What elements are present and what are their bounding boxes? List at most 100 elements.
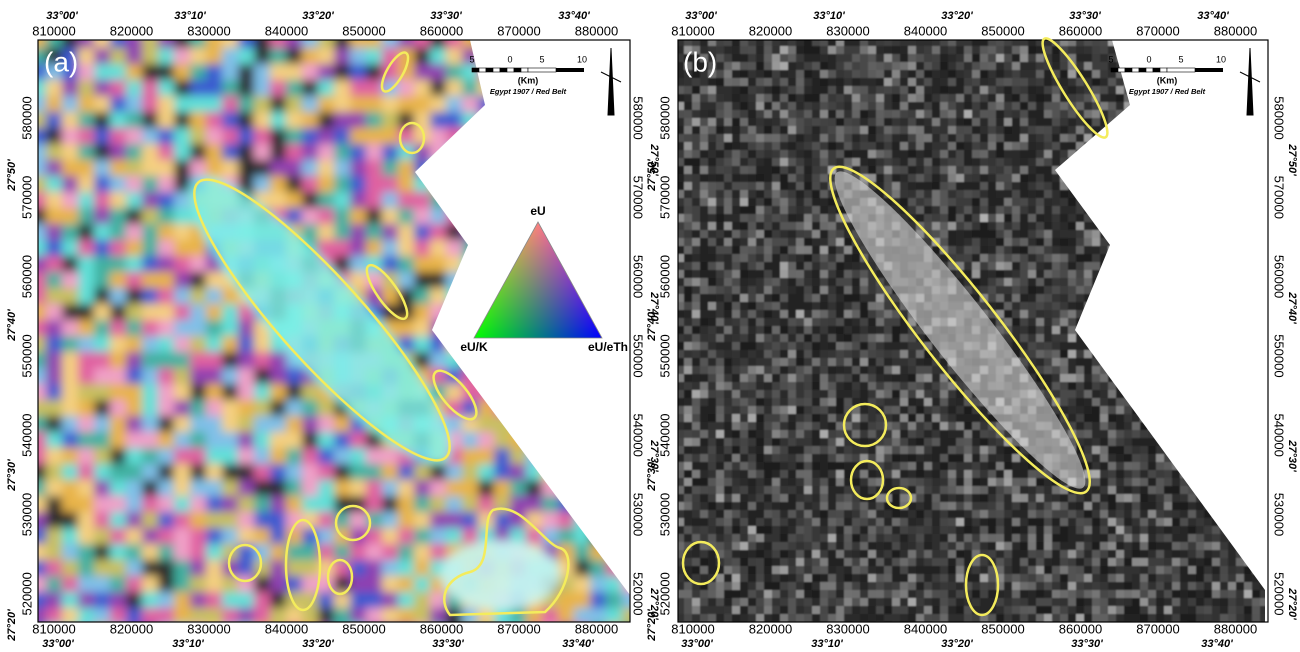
pixel bbox=[692, 262, 700, 270]
pixel bbox=[270, 112, 286, 128]
pixel bbox=[558, 112, 574, 128]
pixel bbox=[238, 480, 254, 496]
pixel bbox=[884, 366, 892, 374]
pixel bbox=[756, 478, 764, 486]
pixel bbox=[542, 416, 558, 432]
pixel bbox=[708, 198, 716, 206]
pixel bbox=[158, 208, 174, 224]
pixel bbox=[206, 384, 222, 400]
pixel bbox=[126, 288, 142, 304]
pixel bbox=[748, 574, 756, 582]
pixel bbox=[676, 238, 684, 246]
pixel bbox=[446, 64, 462, 80]
pixel bbox=[1044, 342, 1052, 350]
pixel bbox=[174, 224, 190, 240]
pixel bbox=[174, 256, 190, 272]
pixel bbox=[494, 432, 510, 448]
pixel bbox=[1036, 534, 1044, 542]
pixel bbox=[1044, 374, 1052, 382]
pixel bbox=[924, 486, 932, 494]
pixel bbox=[932, 502, 940, 510]
pixel bbox=[900, 438, 908, 446]
pixel bbox=[844, 382, 852, 390]
pixel bbox=[1052, 198, 1060, 206]
pixel bbox=[174, 336, 190, 352]
pixel bbox=[924, 478, 932, 486]
pixel bbox=[860, 54, 868, 62]
pixel bbox=[748, 230, 756, 238]
pixel bbox=[174, 64, 190, 80]
pixel bbox=[676, 510, 684, 518]
pixel bbox=[756, 342, 764, 350]
pixel bbox=[908, 62, 916, 70]
pixel bbox=[716, 230, 724, 238]
pixel bbox=[190, 336, 206, 352]
pixel bbox=[158, 528, 174, 544]
pixel bbox=[708, 214, 716, 222]
pixel bbox=[414, 496, 430, 512]
pixel bbox=[868, 102, 876, 110]
pixel bbox=[590, 512, 606, 528]
pixel bbox=[574, 192, 590, 208]
pixel bbox=[940, 470, 948, 478]
pixel bbox=[398, 192, 414, 208]
pixel bbox=[158, 464, 174, 480]
pixel bbox=[700, 78, 708, 86]
pixel bbox=[1004, 54, 1012, 62]
pixel bbox=[676, 326, 684, 334]
pixel bbox=[318, 96, 334, 112]
pixel bbox=[302, 544, 318, 560]
pixel bbox=[318, 160, 334, 176]
pixel bbox=[732, 470, 740, 478]
pixel bbox=[684, 598, 692, 606]
pixel bbox=[708, 254, 716, 262]
pixel bbox=[764, 550, 772, 558]
pixel bbox=[382, 592, 398, 608]
pixel bbox=[334, 80, 350, 96]
pixel bbox=[916, 422, 924, 430]
pixel bbox=[510, 448, 526, 464]
pixel bbox=[1036, 606, 1044, 614]
pixel bbox=[366, 592, 382, 608]
pixel bbox=[996, 294, 1004, 302]
pixel bbox=[876, 598, 884, 606]
pixel bbox=[1020, 302, 1028, 310]
pixel bbox=[756, 198, 764, 206]
satellite-map bbox=[676, 38, 1276, 630]
pixel bbox=[1036, 358, 1044, 366]
pixel bbox=[1052, 278, 1060, 286]
pixel bbox=[812, 102, 820, 110]
pixel bbox=[700, 230, 708, 238]
pixel bbox=[796, 190, 804, 198]
pixel bbox=[558, 480, 574, 496]
pixel bbox=[756, 174, 764, 182]
pixel bbox=[828, 70, 836, 78]
pixel bbox=[700, 518, 708, 526]
pixel bbox=[940, 478, 948, 486]
pixel bbox=[318, 528, 334, 544]
pixel bbox=[254, 144, 270, 160]
pixel bbox=[948, 446, 956, 454]
pixel bbox=[270, 128, 286, 144]
pixel bbox=[884, 510, 892, 518]
pixel bbox=[972, 526, 980, 534]
pixel bbox=[964, 222, 972, 230]
pixel bbox=[574, 512, 590, 528]
pixel bbox=[964, 478, 972, 486]
pixel bbox=[756, 102, 764, 110]
pixel bbox=[764, 54, 772, 62]
pixel bbox=[764, 438, 772, 446]
pixel bbox=[708, 238, 716, 246]
pixel bbox=[844, 446, 852, 454]
pixel bbox=[142, 480, 158, 496]
pixel bbox=[708, 158, 716, 166]
pixel bbox=[972, 622, 980, 630]
pixel bbox=[860, 510, 868, 518]
pixel bbox=[940, 118, 948, 126]
pixel bbox=[158, 400, 174, 416]
pixel bbox=[884, 134, 892, 142]
pixel bbox=[828, 486, 836, 494]
pixel bbox=[692, 486, 700, 494]
pixel bbox=[836, 406, 844, 414]
pixel bbox=[812, 126, 820, 134]
